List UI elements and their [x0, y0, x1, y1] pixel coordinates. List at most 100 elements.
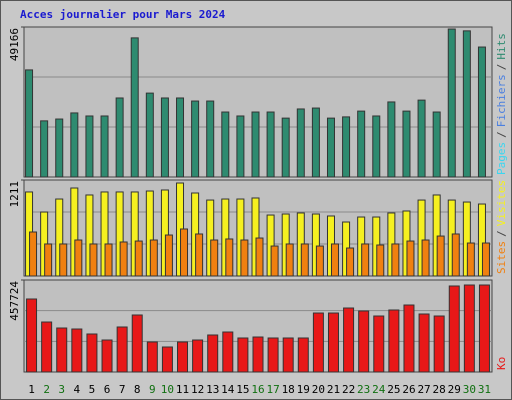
x-tick-label: 28 — [433, 383, 446, 396]
bar — [70, 112, 79, 178]
bar — [134, 240, 143, 277]
bar — [145, 92, 154, 178]
x-tick-label: 12 — [191, 383, 204, 396]
bar — [372, 115, 381, 178]
x-tick-label: 29 — [448, 383, 461, 396]
bar — [448, 285, 460, 373]
bar — [100, 115, 109, 178]
legend-entry: Ko — [495, 357, 508, 370]
x-tick-label: 3 — [58, 383, 65, 396]
legend: Pages / Fichiers / Hits — [495, 33, 508, 175]
bar — [388, 309, 400, 373]
bar — [85, 115, 94, 178]
x-tick-label: 20 — [312, 383, 325, 396]
x-tick-label: 14 — [221, 383, 235, 396]
legend-separator: / — [495, 131, 508, 138]
bar — [270, 245, 279, 277]
bar — [89, 243, 98, 277]
bar — [210, 239, 219, 277]
bar — [195, 233, 204, 277]
bar — [477, 46, 486, 178]
bar — [312, 312, 324, 373]
bar — [206, 100, 215, 178]
x-tick-label: 13 — [206, 383, 219, 396]
bar — [71, 328, 83, 373]
bar — [222, 331, 234, 373]
bar — [421, 239, 430, 277]
bar — [221, 111, 230, 178]
bar — [315, 245, 324, 277]
bar — [25, 69, 34, 178]
bar — [326, 117, 335, 178]
bar — [402, 110, 411, 178]
bar — [56, 327, 68, 373]
x-tick-label: 30 — [463, 383, 476, 396]
bar — [481, 242, 490, 277]
bar — [466, 242, 475, 277]
x-tick-label: 31 — [478, 383, 491, 396]
bar — [116, 326, 128, 373]
bar — [357, 110, 366, 178]
bar — [311, 107, 320, 178]
legend-entry: Sites — [495, 241, 508, 274]
bar — [463, 284, 475, 373]
x-tick-label: 16 — [251, 383, 264, 396]
bar — [40, 120, 49, 178]
bar — [403, 304, 415, 373]
bar — [296, 108, 305, 178]
x-tick-label: 23 — [357, 383, 370, 396]
bar — [104, 243, 113, 277]
x-tick-label: 17 — [266, 383, 279, 396]
bar — [251, 111, 260, 178]
bar — [240, 239, 249, 277]
x-tick-label: 26 — [402, 383, 415, 396]
legend-separator: / — [495, 230, 508, 237]
bar — [115, 97, 124, 178]
bar — [432, 111, 441, 178]
bar — [266, 111, 275, 178]
bar — [160, 97, 169, 178]
x-tick-label: 10 — [161, 383, 174, 396]
bar — [361, 243, 370, 277]
x-tick-label: 8 — [134, 383, 141, 396]
x-tick-label: 2 — [43, 383, 50, 396]
x-tick-label: 15 — [236, 383, 249, 396]
y-tick-label: 49166 — [8, 28, 21, 61]
bar — [177, 341, 189, 373]
bar — [41, 321, 53, 373]
x-tick-label: 6 — [104, 383, 111, 396]
bar — [236, 115, 245, 178]
bar — [207, 334, 219, 373]
x-tick-label: 5 — [89, 383, 96, 396]
bar — [373, 315, 385, 373]
bar — [119, 241, 128, 277]
bar — [433, 315, 445, 373]
x-tick-label: 21 — [327, 383, 340, 396]
legend-entry: Visites — [495, 180, 508, 226]
bar — [252, 336, 264, 373]
x-tick-label: 22 — [342, 383, 355, 396]
bar — [417, 99, 426, 178]
bar — [164, 234, 173, 277]
x-tick-label: 24 — [372, 383, 386, 396]
bar — [297, 337, 309, 373]
chart-title: Acces journalier pour Mars 2024 — [20, 8, 226, 21]
bar — [327, 312, 339, 373]
bar — [343, 307, 355, 373]
bar — [225, 238, 234, 277]
x-tick-label: 9 — [149, 383, 156, 396]
bar — [346, 247, 355, 277]
bar — [237, 337, 249, 373]
x-tick-label: 27 — [417, 383, 430, 396]
bar — [342, 116, 351, 178]
bar — [436, 235, 445, 277]
x-tick-label: 19 — [297, 383, 310, 396]
bar — [391, 243, 400, 277]
x-tick-label: 25 — [387, 383, 400, 396]
bar — [418, 313, 430, 373]
bar — [176, 97, 185, 178]
bar — [146, 341, 158, 373]
legend: Ko — [495, 357, 508, 370]
